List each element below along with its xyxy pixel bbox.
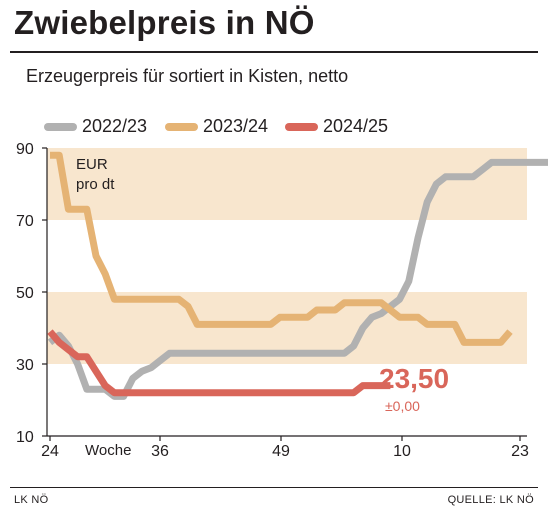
legend-swatch-2022-23: [44, 123, 77, 131]
series-line-2023-24: [50, 151, 513, 346]
unit-label-line-0: EUR: [76, 156, 108, 173]
y-tick-label-90: 90: [16, 141, 34, 158]
chart-subtitle: Erzeugerpreis für sortiert in Kisten, ne…: [26, 66, 349, 86]
legend-label-2022-23: 2022/23: [82, 116, 148, 136]
shaded-band-0: [47, 148, 527, 220]
legend-swatch-2024-25: [285, 123, 318, 131]
page-title: Zwiebelpreis in NÖ: [14, 4, 315, 41]
x-tick-label-36: 36: [151, 443, 169, 460]
y-tick-label-30: 30: [16, 357, 34, 374]
footer-rule: [10, 487, 538, 488]
y-tick-label-10: 10: [16, 429, 34, 446]
footer-source: QUELLE: LK NÖ: [447, 494, 534, 506]
x-axis-label: Woche: [85, 442, 131, 459]
x-tick-label-49: 49: [272, 443, 290, 460]
y-tick-label-70: 70: [16, 213, 34, 230]
current-change-label: ±0,00: [385, 398, 420, 414]
x-tick-label-24: 24: [41, 443, 59, 460]
series-line-2022-23: [47, 158, 548, 400]
title-rule: [10, 51, 538, 53]
unit-label-line-1: pro dt: [76, 176, 115, 193]
x-tick-label-23: 23: [511, 443, 529, 460]
current-value-label: 23,50: [379, 363, 449, 394]
x-tick-label-10: 10: [393, 443, 411, 460]
footer-credit: LK NÖ: [14, 494, 49, 506]
legend-swatch-2023-24: [165, 123, 198, 131]
legend-label-2024-25: 2024/25: [323, 116, 389, 136]
legend-label-2023-24: 2023/24: [203, 116, 269, 136]
y-tick-label-50: 50: [16, 285, 34, 302]
series-line-2024-25: [47, 329, 391, 397]
